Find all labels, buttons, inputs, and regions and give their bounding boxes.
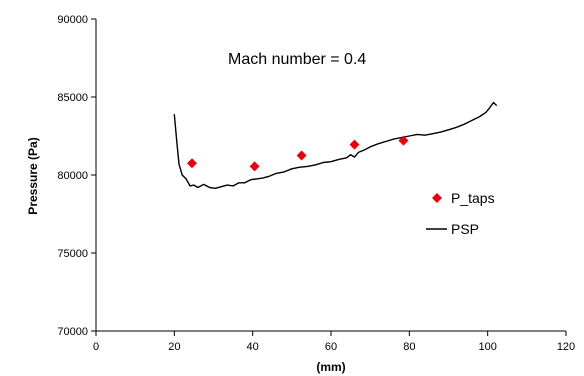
y-tick-label: 85000	[57, 92, 88, 104]
y-axis: 70000 75000 80000 85000 90000	[57, 14, 97, 338]
x-tick-label: 60	[325, 341, 337, 353]
legend: P_taps PSP	[426, 190, 495, 237]
x-tick-label: 0	[93, 341, 99, 353]
x-axis: 0 20 40 60 80 100 120	[93, 330, 575, 353]
p-taps-point	[249, 161, 260, 172]
p-taps-point	[398, 135, 409, 146]
legend-label-psp: PSP	[451, 221, 479, 237]
x-tick-label: 100	[478, 341, 496, 353]
y-tick-label: 70000	[57, 326, 88, 338]
psp-line	[173, 101, 498, 190]
p-taps-point	[349, 139, 360, 150]
x-tick-label: 40	[247, 341, 259, 353]
y-tick-label: 90000	[57, 14, 88, 26]
x-tick-label: 20	[168, 341, 180, 353]
x-ticks: 0 20 40 60 80 100 120	[93, 331, 575, 353]
mach-number-annotation: Mach number = 0.4	[228, 51, 366, 68]
psp-series	[173, 101, 498, 190]
y-ticks: 70000 75000 80000 85000 90000	[57, 14, 96, 338]
x-tick-label: 80	[403, 341, 415, 353]
y-tick-label: 75000	[57, 248, 88, 260]
y-tick-label: 80000	[57, 170, 88, 182]
legend-label-p-taps: P_taps	[451, 190, 495, 206]
x-tick-label: 120	[557, 341, 575, 353]
x-axis-title: (mm)	[316, 360, 345, 374]
p-taps-point	[186, 158, 197, 169]
p-taps-series	[186, 135, 409, 172]
legend-marker-p-taps	[432, 193, 442, 203]
p-taps-point	[296, 150, 307, 161]
y-axis-title: Pressure (Pa)	[26, 137, 40, 214]
